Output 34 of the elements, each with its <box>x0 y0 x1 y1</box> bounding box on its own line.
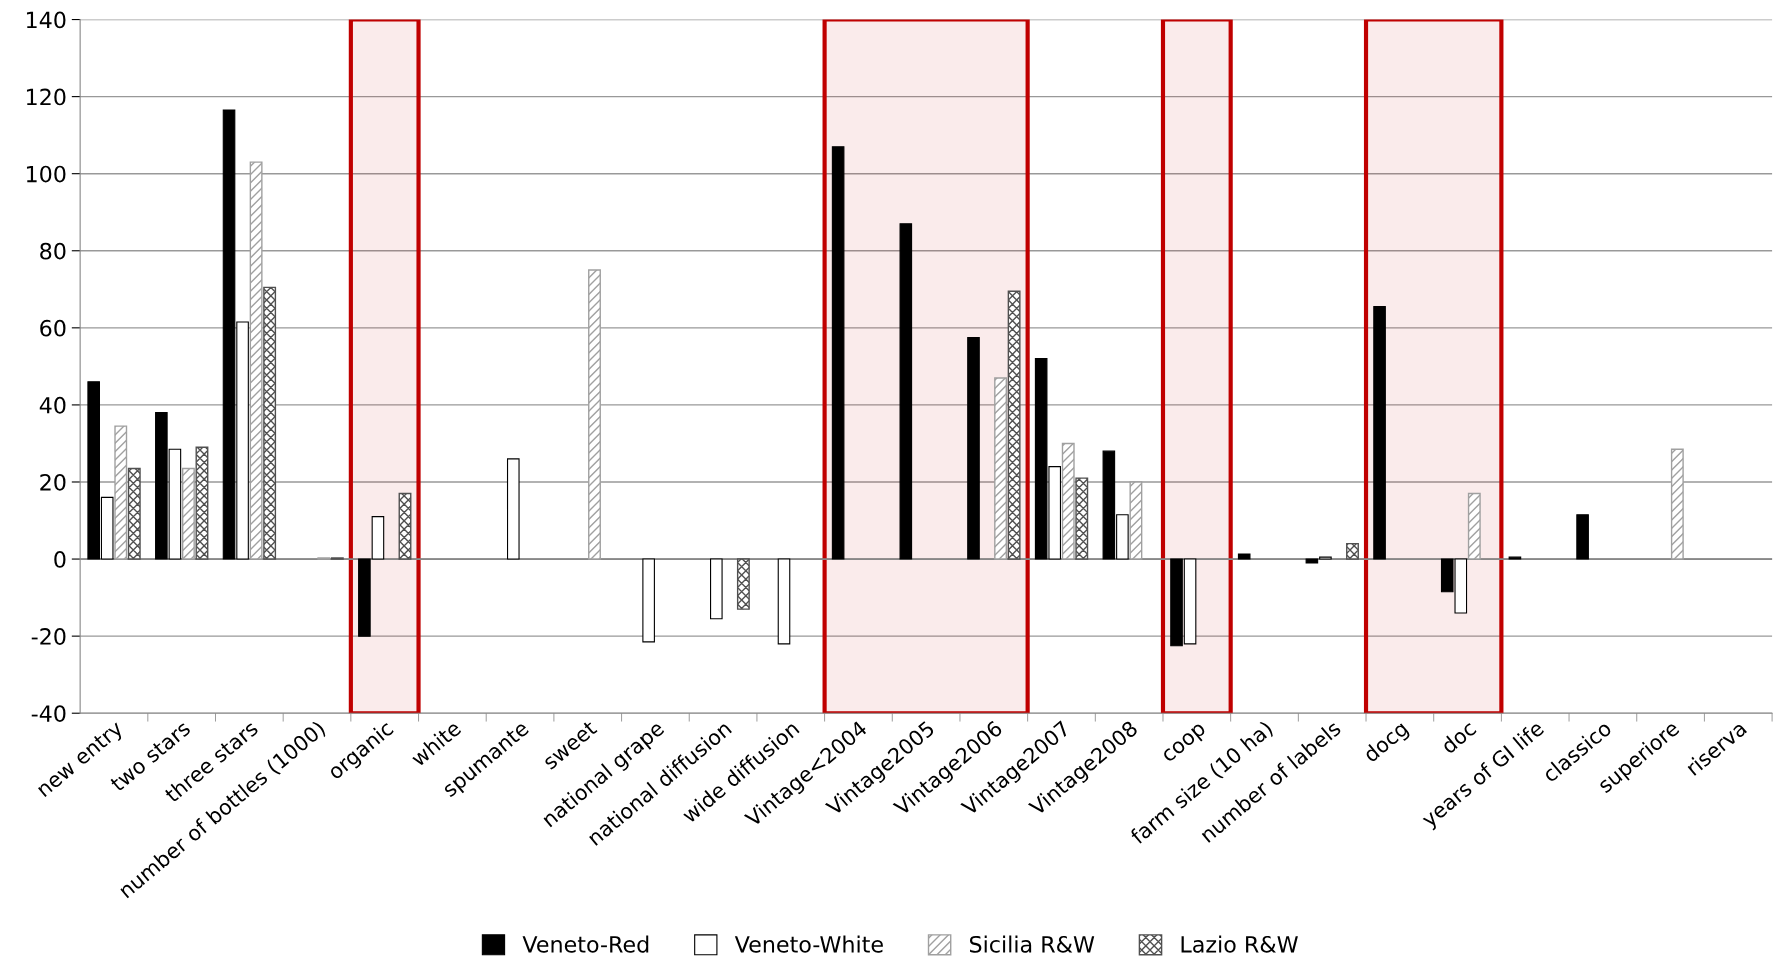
y-tick-label: 20 <box>40 473 66 491</box>
y-tick-label: 40 <box>39 396 66 414</box>
bar <box>195 446 209 560</box>
y-tick-label: 80 <box>40 242 66 260</box>
bar <box>967 336 980 560</box>
y-tick-label: 0 <box>54 551 66 568</box>
bar <box>263 286 277 560</box>
bar <box>642 558 655 643</box>
bar <box>1075 477 1089 560</box>
bar <box>127 467 141 560</box>
bar <box>710 558 723 620</box>
y-tick-label: 60 <box>40 319 66 337</box>
y-tick-label: 120 <box>26 88 66 106</box>
y-tick-label: 100 <box>26 165 66 183</box>
bar <box>1373 306 1386 560</box>
legend-label: Lazio R&W <box>1181 935 1298 953</box>
bar <box>1007 290 1021 560</box>
bar <box>899 223 913 560</box>
legend-label: Veneto-White <box>734 935 883 953</box>
bar <box>1346 542 1359 560</box>
bar <box>506 458 520 560</box>
legend-label: Sicilia R&W <box>969 935 1095 953</box>
bar <box>736 558 750 610</box>
x-tick-label: doc <box>1439 719 1477 755</box>
bar <box>398 492 412 560</box>
bar <box>1576 514 1589 560</box>
bar <box>1237 553 1251 560</box>
y-tick-label: 140 <box>26 11 66 29</box>
bar <box>831 146 845 560</box>
y-tick-label: -20 <box>31 628 66 645</box>
y-tick-label: -40 <box>31 705 66 722</box>
bar <box>777 558 791 645</box>
bar <box>1467 492 1481 560</box>
legend-label: Veneto-Red <box>522 935 649 953</box>
